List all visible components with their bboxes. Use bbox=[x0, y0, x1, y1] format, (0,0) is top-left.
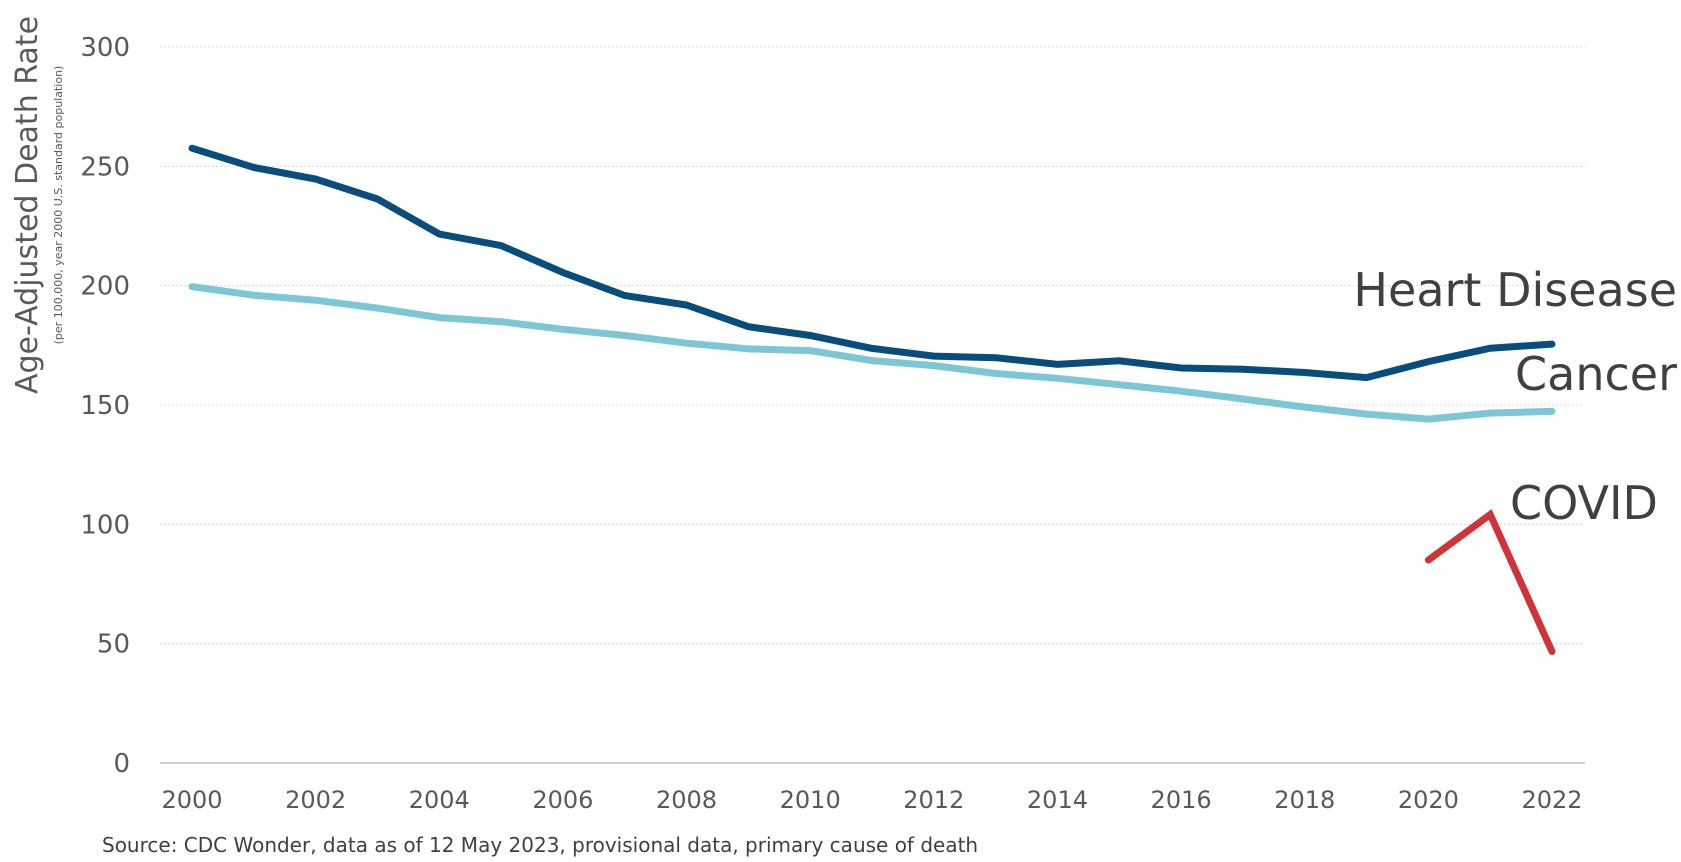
label-layer: 0 50 100 150 200 250 300 2000 2002 2004 2006 2008 20… bbox=[80, 33, 1677, 814]
x-tick-label: 2008 bbox=[656, 786, 717, 814]
series-line-heart-disease bbox=[188, 144, 1556, 382]
x-tick-label: 2006 bbox=[532, 786, 593, 814]
x-tick-label: 2020 bbox=[1398, 786, 1459, 814]
series-label-covid: COVID bbox=[1510, 476, 1658, 530]
series-label-cancer: Cancer bbox=[1515, 347, 1677, 401]
x-tick-label: 2014 bbox=[1027, 786, 1088, 814]
grid-layer bbox=[160, 46, 1585, 764]
source-note: Source: CDC Wonder, data as of 12 May 20… bbox=[102, 833, 978, 857]
x-tick-label: 2012 bbox=[903, 786, 964, 814]
x-tick-label: 2016 bbox=[1151, 786, 1212, 814]
series-layer bbox=[188, 144, 1556, 655]
y-tick-label: 300 bbox=[80, 33, 130, 63]
x-tick-label: 2000 bbox=[161, 786, 222, 814]
y-tick-label: 50 bbox=[97, 630, 130, 660]
x-tick-label: 2002 bbox=[285, 786, 346, 814]
x-tick-label: 2018 bbox=[1274, 786, 1335, 814]
series-label-heart-disease: Heart Disease bbox=[1353, 263, 1677, 317]
y-tick-label: 0 bbox=[113, 749, 130, 779]
x-tick-label: 2004 bbox=[409, 786, 470, 814]
y-axis-sublabel: (per 100,000, year 2000 U.S. standard po… bbox=[52, 66, 65, 345]
x-tick-label: 2022 bbox=[1521, 786, 1582, 814]
y-tick-label: 250 bbox=[80, 152, 130, 182]
y-tick-label: 100 bbox=[80, 510, 130, 540]
series-line-covid bbox=[1424, 509, 1556, 655]
series-line-cancer bbox=[188, 283, 1556, 423]
y-axis-label: Age-Adjusted Death Rate bbox=[10, 16, 45, 394]
y-tick-label: 150 bbox=[80, 391, 130, 421]
x-tick-label: 2010 bbox=[780, 786, 841, 814]
y-tick-label: 200 bbox=[80, 272, 130, 302]
